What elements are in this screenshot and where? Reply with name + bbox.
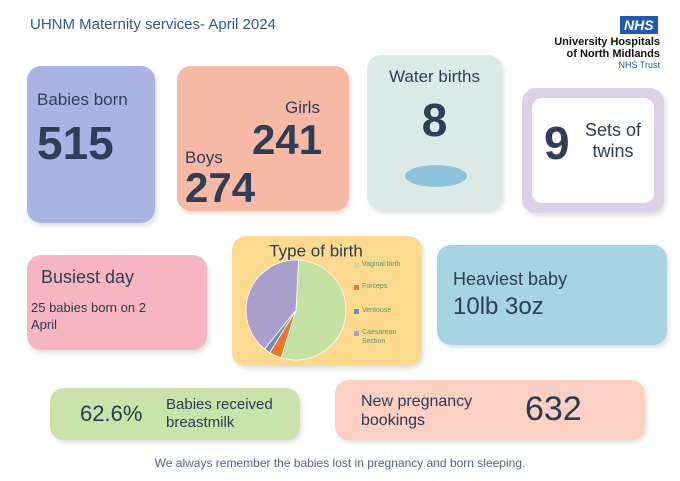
legend-item: Vaginal birth: [362, 261, 401, 268]
value: 10lb 3oz: [453, 293, 544, 320]
organisation: University Hospitals of North Midlands: [554, 36, 660, 60]
breastmilk-card: 62.6% Babies received breastmilk: [50, 388, 300, 440]
legend-label: Forceps: [362, 283, 388, 290]
legend-swatch: [354, 285, 359, 290]
trust: NHS Trust: [618, 60, 660, 70]
pie-chart: Type of birth Vaginal birth Forceps Ventou…: [245, 241, 401, 361]
text: 25 babies born on 2 April: [31, 300, 146, 332]
pie-slice: [245, 259, 299, 350]
label: Babies received breastmilk: [166, 396, 273, 431]
value: 515: [37, 117, 114, 169]
twins-inner: [532, 98, 654, 203]
boys: 274: [185, 164, 256, 211]
legend-item: Forceps: [362, 283, 388, 290]
legend-swatch: [354, 263, 359, 268]
legend-item: Ventouse: [362, 307, 392, 314]
legend-label: Caesarean Section: [362, 329, 397, 345]
bookings-card: New pregnancy bookings 632: [335, 380, 645, 440]
footer: We always remember the babies lost in pr…: [154, 456, 526, 470]
label: Busiest day: [41, 267, 135, 287]
girls: 241: [252, 116, 323, 163]
legend-item: Caesarean Section: [362, 329, 397, 345]
nhs-logo: NHS: [620, 16, 658, 34]
value: 8: [421, 94, 448, 146]
title: UHNM Maternity services- April 2024: [30, 16, 276, 33]
value: 62.6%: [80, 401, 143, 426]
legend-label: Ventouse: [362, 307, 392, 314]
value: 9: [544, 117, 570, 169]
type-of-birth-card: Type of birth Vaginal birth Forceps Ventou…: [232, 236, 422, 366]
label: Heaviest baby: [453, 269, 568, 289]
gender-card: Girls 241 Boys 274: [177, 66, 349, 211]
boys-label: Boys: [185, 148, 223, 167]
chart-title: Type of birth: [269, 241, 363, 260]
girls-label: Girls: [285, 98, 320, 117]
pool-icon: [405, 165, 467, 187]
value: 632: [525, 390, 582, 428]
heaviest-baby-card: Heaviest baby 10lb 3oz: [437, 245, 667, 345]
legend-label: Vaginal birth: [362, 261, 401, 268]
label: New pregnancy bookings: [361, 393, 473, 429]
busiest-day-card: Busiest day 25 babies born on 2 April: [27, 255, 207, 350]
legend-swatch: [354, 309, 359, 314]
label: Babies born: [37, 90, 128, 109]
label: Sets of twins: [584, 120, 642, 161]
water-births-card: Water births 8: [367, 55, 502, 210]
legend-swatch: [354, 331, 359, 336]
babies-born-card: Babies born 515: [27, 66, 155, 223]
label: Water births: [388, 67, 480, 86]
twins-card: 9 Sets of twins: [522, 88, 664, 213]
